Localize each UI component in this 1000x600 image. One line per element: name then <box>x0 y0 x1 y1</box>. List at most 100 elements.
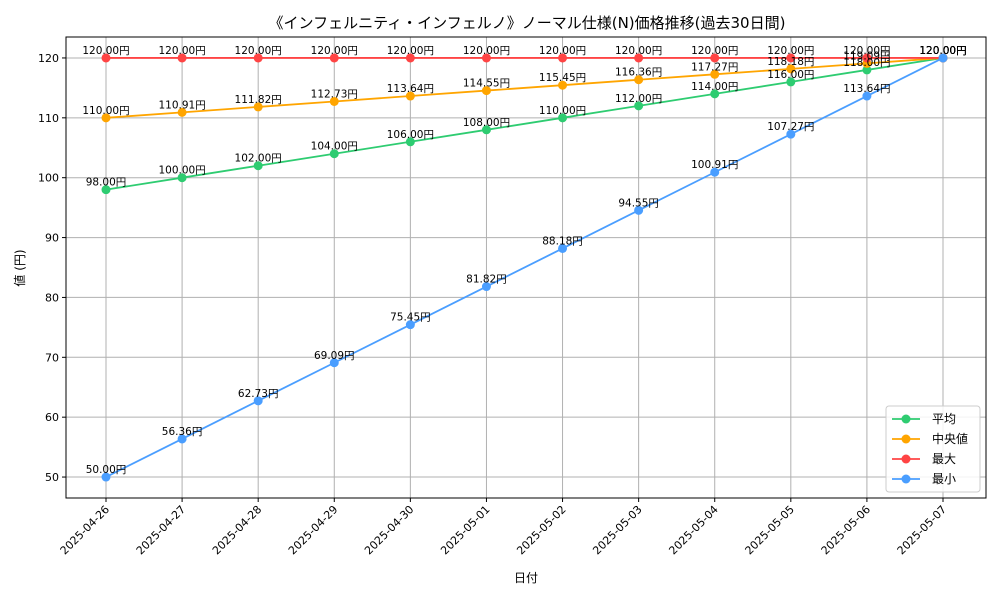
data-point <box>862 53 872 63</box>
data-point <box>710 89 720 99</box>
data-label: 110.00円 <box>539 105 586 117</box>
x-tick-label: 2025-05-05 <box>743 503 797 557</box>
data-label: 118.18円 <box>767 56 814 68</box>
legend-box <box>885 405 981 493</box>
data-point <box>329 358 339 368</box>
data-label: 120.00円 <box>919 45 966 57</box>
data-label-layer: 98.00円 100.00円 102.00円 104.00円 106.00円 108.00… <box>82 45 966 476</box>
data-label: 120.00円 <box>463 45 510 57</box>
data-label: 120.00円 <box>539 45 586 57</box>
chart-title: 《インフェルニティ・インフェルノ》ノーマル仕様(N)価格推移(過去30日間) <box>269 14 786 32</box>
legend-label: 平均 <box>932 412 956 426</box>
legend-label: 中央値 <box>932 431 968 446</box>
data-point <box>101 53 111 63</box>
data-label: 120.00円 <box>767 45 814 57</box>
data-label: 56.36円 <box>162 426 203 438</box>
data-point <box>177 53 187 63</box>
data-point <box>253 102 263 112</box>
data-label: 120.00円 <box>919 45 966 57</box>
data-label: 114.00円 <box>691 81 738 93</box>
data-label: 112.00円 <box>615 93 662 105</box>
y-tick-label: 120 <box>38 52 59 65</box>
data-point <box>101 185 111 195</box>
x-tick-label: 2025-04-28 <box>210 503 264 557</box>
data-point <box>481 125 491 135</box>
data-label: 120.00円 <box>158 45 205 57</box>
x-tick-label: 2025-04-30 <box>362 503 416 557</box>
data-point <box>938 53 948 63</box>
data-point <box>405 91 415 101</box>
x-tick-label: 2025-05-01 <box>438 503 492 557</box>
legend-swatch-marker <box>901 454 911 464</box>
series-line <box>105 57 944 191</box>
data-label: 114.55円 <box>463 78 510 90</box>
data-point <box>177 107 187 117</box>
x-tick-label: 2025-05-03 <box>590 503 644 557</box>
data-label: 88.18円 <box>542 235 583 247</box>
x-tick-label: 2025-05-02 <box>514 503 568 557</box>
data-label: 120.00円 <box>387 45 434 57</box>
data-label: 120.00円 <box>919 45 966 57</box>
data-point <box>329 53 339 63</box>
data-label: 100.91円 <box>691 159 738 171</box>
data-point <box>786 129 796 139</box>
data-point <box>101 472 111 482</box>
data-label: 94.55円 <box>618 197 659 209</box>
data-point <box>481 53 491 63</box>
legend-swatch-marker <box>901 474 911 484</box>
data-label: 115.45円 <box>539 72 586 84</box>
data-point <box>558 80 568 90</box>
x-tick-label: 2025-05-04 <box>666 503 720 557</box>
data-label: 119.09円 <box>843 50 890 62</box>
legend-swatch-marker <box>901 434 911 444</box>
y-tick-label: 70 <box>45 351 59 364</box>
data-point <box>177 173 187 183</box>
data-label: 100.00円 <box>158 165 205 177</box>
x-tick-label: 2025-04-26 <box>58 503 112 557</box>
data-label: 120.00円 <box>235 45 282 57</box>
data-point <box>634 53 644 63</box>
data-point <box>862 91 872 101</box>
x-axis-label: 日付 <box>514 571 538 585</box>
data-point <box>253 53 263 63</box>
x-tick-label: 2025-04-27 <box>134 503 188 557</box>
data-label: 113.64円 <box>387 83 434 95</box>
data-point <box>786 53 796 63</box>
data-point <box>177 434 187 444</box>
data-label: 110.91円 <box>158 99 205 111</box>
data-label: 98.00円 <box>86 177 127 189</box>
x-tick-label: 2025-05-07 <box>895 503 949 557</box>
data-label: 50.00円 <box>86 464 127 476</box>
data-point <box>558 243 568 253</box>
data-label: 112.73円 <box>311 88 358 100</box>
data-label: 120.00円 <box>843 45 890 57</box>
series-layer <box>101 53 948 482</box>
data-label: 62.73円 <box>238 388 279 400</box>
data-point <box>405 137 415 147</box>
data-point <box>634 101 644 111</box>
data-point <box>634 205 644 215</box>
data-label: 111.82円 <box>235 94 282 106</box>
x-tick-label: 2025-04-29 <box>286 503 340 557</box>
data-label: 107.27円 <box>767 121 814 133</box>
data-label: 110.00円 <box>82 105 129 117</box>
data-point <box>710 69 720 79</box>
data-point <box>253 161 263 171</box>
data-point <box>481 282 491 292</box>
data-point <box>329 96 339 106</box>
y-tick-label: 110 <box>38 112 59 125</box>
data-label: 116.00円 <box>767 69 814 81</box>
data-label: 104.00円 <box>311 141 358 153</box>
data-point <box>253 396 263 406</box>
data-label: 81.82円 <box>466 274 507 286</box>
legend-label: 最小 <box>932 472 956 486</box>
series-line <box>105 57 944 119</box>
legend-swatch-marker <box>901 414 911 424</box>
data-label: 75.45円 <box>390 312 431 324</box>
y-tick-label: 50 <box>45 471 59 484</box>
data-point <box>786 77 796 87</box>
data-point <box>862 65 872 75</box>
data-label: 102.00円 <box>235 153 282 165</box>
